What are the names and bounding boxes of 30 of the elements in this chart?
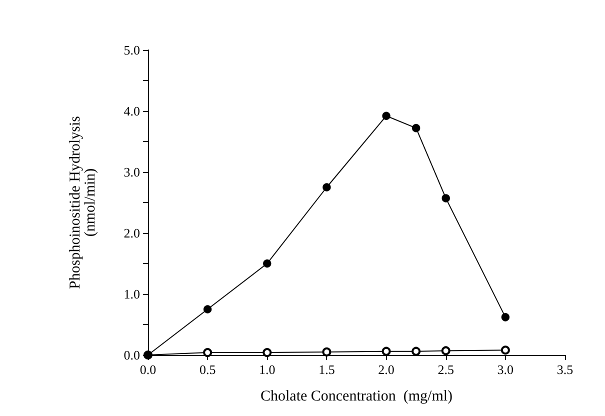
point	[442, 194, 450, 202]
point	[322, 183, 331, 192]
point	[322, 347, 332, 356]
point	[382, 112, 390, 120]
y-tick-label: 5.0	[124, 42, 140, 58]
x-tick-label: 0.5	[199, 362, 216, 377]
point	[382, 346, 391, 356]
x-tick-label: 0.0	[140, 362, 156, 377]
point	[412, 346, 421, 356]
y-tick-label: 1.0	[124, 286, 140, 302]
x-tick-label: 2.5	[438, 362, 454, 377]
y-tick-label: 2.0	[124, 226, 140, 240]
point	[263, 259, 272, 268]
y-tick-label: 4.0	[124, 104, 140, 118]
y-tick-label: 3.0	[124, 164, 140, 180]
x-tick-label: 2.0	[378, 362, 394, 377]
point	[441, 346, 450, 356]
point	[203, 348, 212, 358]
x-tick-label: 3.5	[556, 362, 574, 377]
point	[203, 305, 212, 314]
x-tick-label: 1.5	[318, 362, 335, 377]
y-axis-title: Phosphoinositide Hydrolysis (nmol/min)	[68, 116, 98, 289]
point	[500, 346, 510, 355]
y-tick-label: 0.0	[124, 348, 140, 362]
point	[501, 313, 510, 322]
x-tick-label: 3.0	[497, 362, 514, 377]
x-axis-title: Cholate Concentration (mg/ml)	[260, 388, 453, 404]
point	[412, 124, 420, 132]
x-tick-label: 1.0	[259, 362, 276, 377]
point	[262, 348, 272, 358]
